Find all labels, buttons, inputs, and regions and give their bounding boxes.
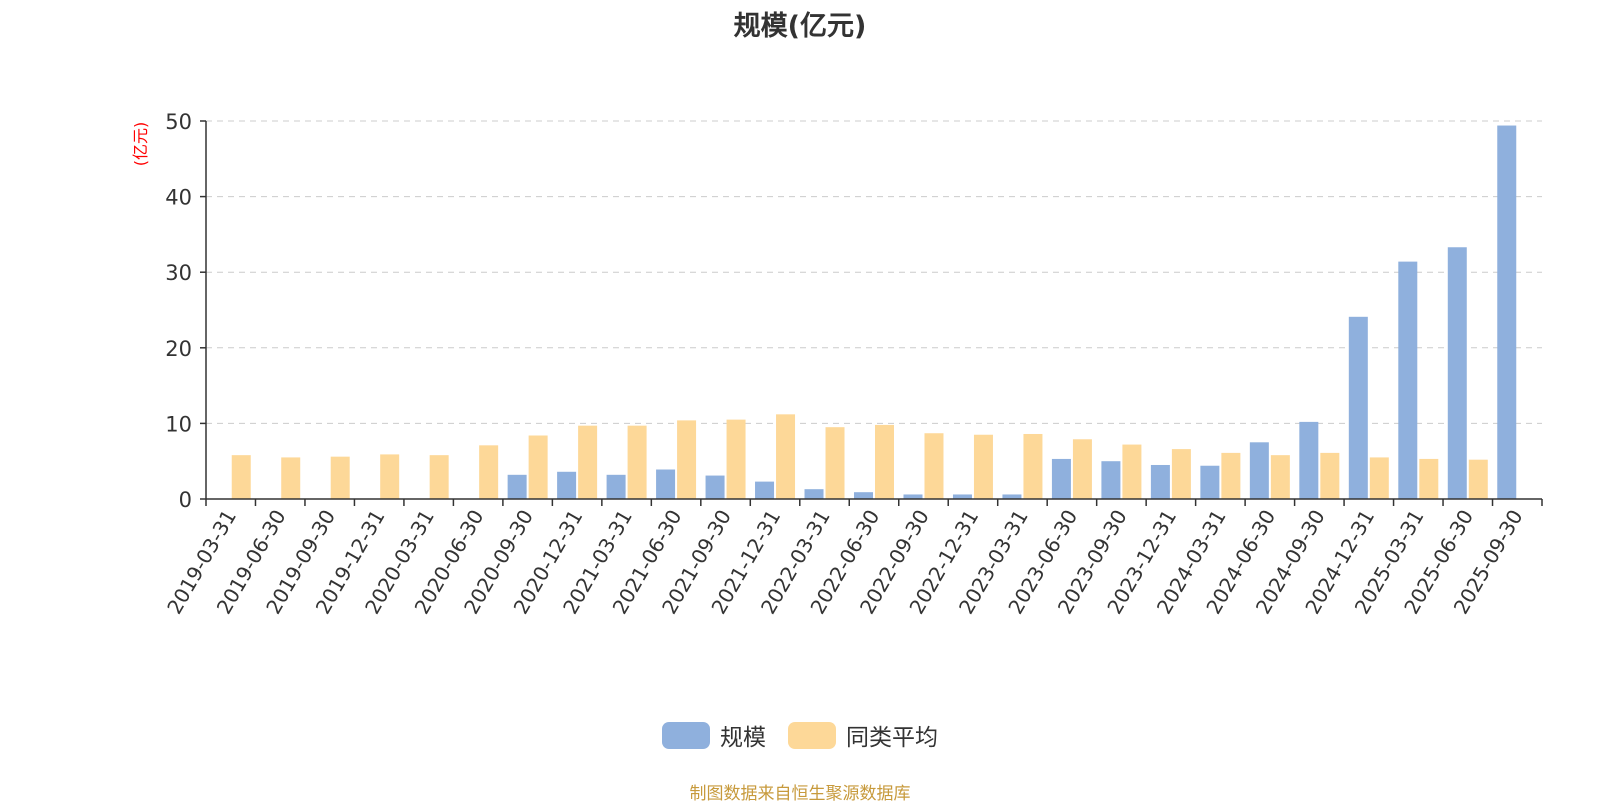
bar-scale[interactable] <box>1051 458 1071 499</box>
y-tick-label: 10 <box>165 412 192 436</box>
axes: 010203040502019-03-312019-06-302019-09-3… <box>162 110 1543 618</box>
legend-swatch-scale <box>662 721 710 749</box>
bar-scale[interactable] <box>804 489 824 499</box>
bar-peer-average[interactable] <box>1369 457 1389 499</box>
bar-scale[interactable] <box>1398 261 1418 499</box>
bar-peer-average[interactable] <box>973 434 993 499</box>
bar-peer-average[interactable] <box>578 425 598 499</box>
bar-scale[interactable] <box>1249 442 1269 499</box>
y-tick-label: 30 <box>165 261 192 285</box>
bar-peer-average[interactable] <box>429 455 449 499</box>
bar-scale[interactable] <box>1002 494 1022 499</box>
bar-peer-average[interactable] <box>1023 433 1043 499</box>
bar-peer-average[interactable] <box>231 455 251 499</box>
legend-swatch-peer-average <box>788 721 836 749</box>
y-tick-label: 0 <box>179 488 192 512</box>
bar-scale[interactable] <box>1101 461 1121 499</box>
bar-peer-average[interactable] <box>1468 459 1488 499</box>
bar-scale[interactable] <box>1299 421 1319 499</box>
bar-peer-average[interactable] <box>825 427 845 499</box>
bar-scale[interactable] <box>1447 247 1467 499</box>
bar-peer-average[interactable] <box>380 454 400 499</box>
bar-peer-average[interactable] <box>1419 458 1439 499</box>
y-tick-label: 40 <box>165 186 192 210</box>
bar-peer-average[interactable] <box>726 419 746 499</box>
bar-peer-average[interactable] <box>1171 449 1191 499</box>
bar-scale[interactable] <box>557 471 577 499</box>
bar-scale[interactable] <box>1150 464 1170 499</box>
y-tick-label: 50 <box>165 110 192 134</box>
bar-peer-average[interactable] <box>1270 455 1290 499</box>
bar-peer-average[interactable] <box>875 424 894 499</box>
bar-peer-average[interactable] <box>330 456 350 499</box>
y-axis-label: (亿元) <box>131 122 150 167</box>
bar-peer-average[interactable] <box>528 435 548 499</box>
grid-lines <box>206 120 1542 424</box>
bar-scale[interactable] <box>705 475 725 499</box>
bar-peer-average[interactable] <box>677 420 697 499</box>
bar-peer-average[interactable] <box>776 414 796 499</box>
bar-peer-average[interactable] <box>479 445 499 499</box>
bar-scale[interactable] <box>952 494 972 499</box>
bar-scale[interactable] <box>903 494 923 499</box>
bar-scale[interactable] <box>1200 465 1220 499</box>
bar-peer-average[interactable] <box>924 433 944 499</box>
legend: 规模 同类平均 <box>0 718 1600 752</box>
legend-item-scale[interactable]: 规模 <box>662 718 766 752</box>
legend-item-peer-average[interactable]: 同类平均 <box>788 718 938 752</box>
bar-scale[interactable] <box>854 492 873 499</box>
bar-scale[interactable] <box>1497 125 1517 499</box>
bar-peer-average[interactable] <box>1122 444 1142 499</box>
y-tick-label: 20 <box>165 337 192 361</box>
legend-label-peer-average: 同类平均 <box>846 725 938 751</box>
bar-scale[interactable] <box>656 469 676 499</box>
legend-label-scale: 规模 <box>720 725 766 751</box>
bar-peer-average[interactable] <box>1072 439 1092 499</box>
bars <box>231 125 1517 499</box>
bar-scale[interactable] <box>507 474 527 499</box>
bar-scale[interactable] <box>755 481 775 499</box>
chart-title: 规模(亿元) <box>733 11 867 42</box>
bar-scale[interactable] <box>606 474 626 499</box>
bar-peer-average[interactable] <box>281 457 301 499</box>
bar-peer-average[interactable] <box>1320 452 1340 499</box>
bar-peer-average[interactable] <box>1221 452 1241 499</box>
source-note: 制图数据来自恒生聚源数据库 <box>689 784 911 804</box>
bar-peer-average[interactable] <box>627 425 647 499</box>
bar-scale[interactable] <box>1348 316 1368 499</box>
